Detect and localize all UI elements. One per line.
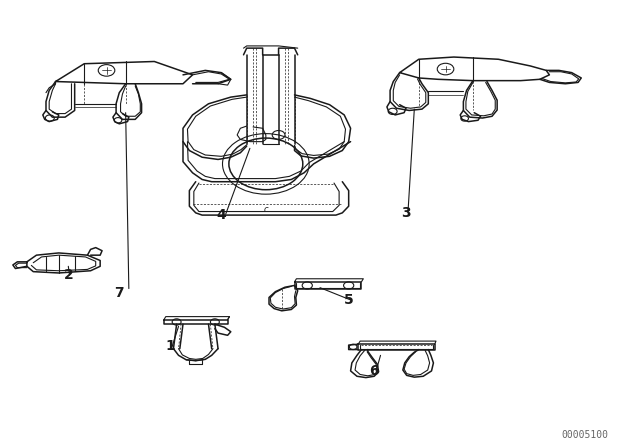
Text: 6: 6 [369,364,379,378]
Text: 2: 2 [63,268,73,282]
Text: 1: 1 [165,340,175,353]
Text: 4: 4 [216,208,226,222]
Text: 3: 3 [401,206,411,220]
Text: 5: 5 [344,293,353,307]
Text: 00005100: 00005100 [561,431,608,440]
Text: c: c [264,205,268,214]
Text: 7: 7 [115,286,124,300]
